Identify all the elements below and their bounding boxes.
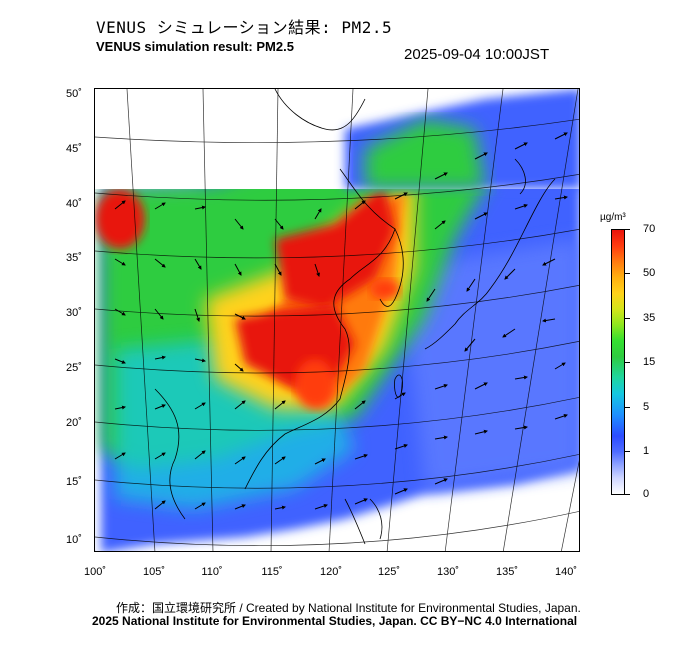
- graticule: [95, 89, 579, 551]
- title-japanese: VENUS シミュレーション結果: PM2.5: [96, 18, 393, 37]
- colorbar-tick-mark: [625, 229, 630, 230]
- colorbar-tick-mark: [625, 273, 630, 274]
- forecast-timestamp: 2025-09-04 10:00JST: [404, 46, 550, 63]
- colorbar-tick-mark: [625, 318, 630, 319]
- lon-label-105: 105˚: [142, 566, 166, 578]
- credit-line: 作成：国立環境研究所 / Created by National Institu…: [116, 601, 581, 615]
- lon-label-110: 110˚: [201, 566, 223, 578]
- red-core-north: [275, 184, 395, 309]
- colorbar-tick-mark: [625, 494, 630, 495]
- colorbar-tick-mark: [625, 362, 630, 363]
- lat-label-45: 45˚: [66, 143, 82, 155]
- concentration-field: [95, 89, 579, 551]
- lat-label-20: 20˚: [66, 417, 82, 429]
- colorbar-tick-mark: [625, 407, 630, 408]
- lon-label-135: 135˚: [495, 566, 519, 578]
- colorbar-tick-1: 1: [643, 445, 650, 457]
- lon-label-120: 120˚: [319, 566, 343, 578]
- title-english: VENUS simulation result: PM2.5: [96, 39, 294, 54]
- lon-label-115: 115˚: [261, 566, 283, 578]
- lat-label-15: 15˚: [66, 476, 82, 488]
- red-core-northwest: [95, 189, 145, 249]
- colorbar-tick-0: 0: [643, 488, 650, 500]
- pm25-map: [94, 88, 580, 552]
- lat-label-35: 35˚: [66, 252, 82, 264]
- lon-label-130: 130˚: [436, 566, 460, 578]
- lat-label-25: 25˚: [66, 362, 82, 374]
- wind-vectors: [114, 132, 568, 510]
- colorbar-tick-50: 50: [643, 267, 656, 279]
- northeast-green: [365, 119, 485, 189]
- colorbar: [611, 229, 625, 495]
- colorbar-tick-15: 15: [643, 356, 656, 368]
- lon-label-140: 140˚: [554, 566, 578, 578]
- colorbar-tick-35: 35: [643, 312, 656, 324]
- colorbar-tick-70: 70: [643, 223, 656, 235]
- ocean-east-field: [395, 239, 579, 489]
- lat-label-40: 40˚: [66, 198, 82, 210]
- copyright-line: 2025 National Institute for Environmenta…: [92, 614, 578, 628]
- lat-label-10: 10˚: [66, 534, 82, 546]
- colorbar-tick-5: 5: [643, 401, 650, 413]
- red-core-south: [295, 359, 335, 409]
- map-canvas: [95, 89, 579, 551]
- lon-label-100: 100˚: [83, 566, 107, 578]
- colorbar-unit: µg/m³: [600, 212, 626, 223]
- lat-label-30: 30˚: [66, 307, 82, 319]
- colorbar-tick-mark: [625, 451, 630, 452]
- lat-label-50: 50˚: [66, 88, 82, 100]
- red-spot-korea: [370, 279, 400, 299]
- coastlines: [154, 89, 556, 545]
- lon-label-125: 125˚: [377, 566, 401, 578]
